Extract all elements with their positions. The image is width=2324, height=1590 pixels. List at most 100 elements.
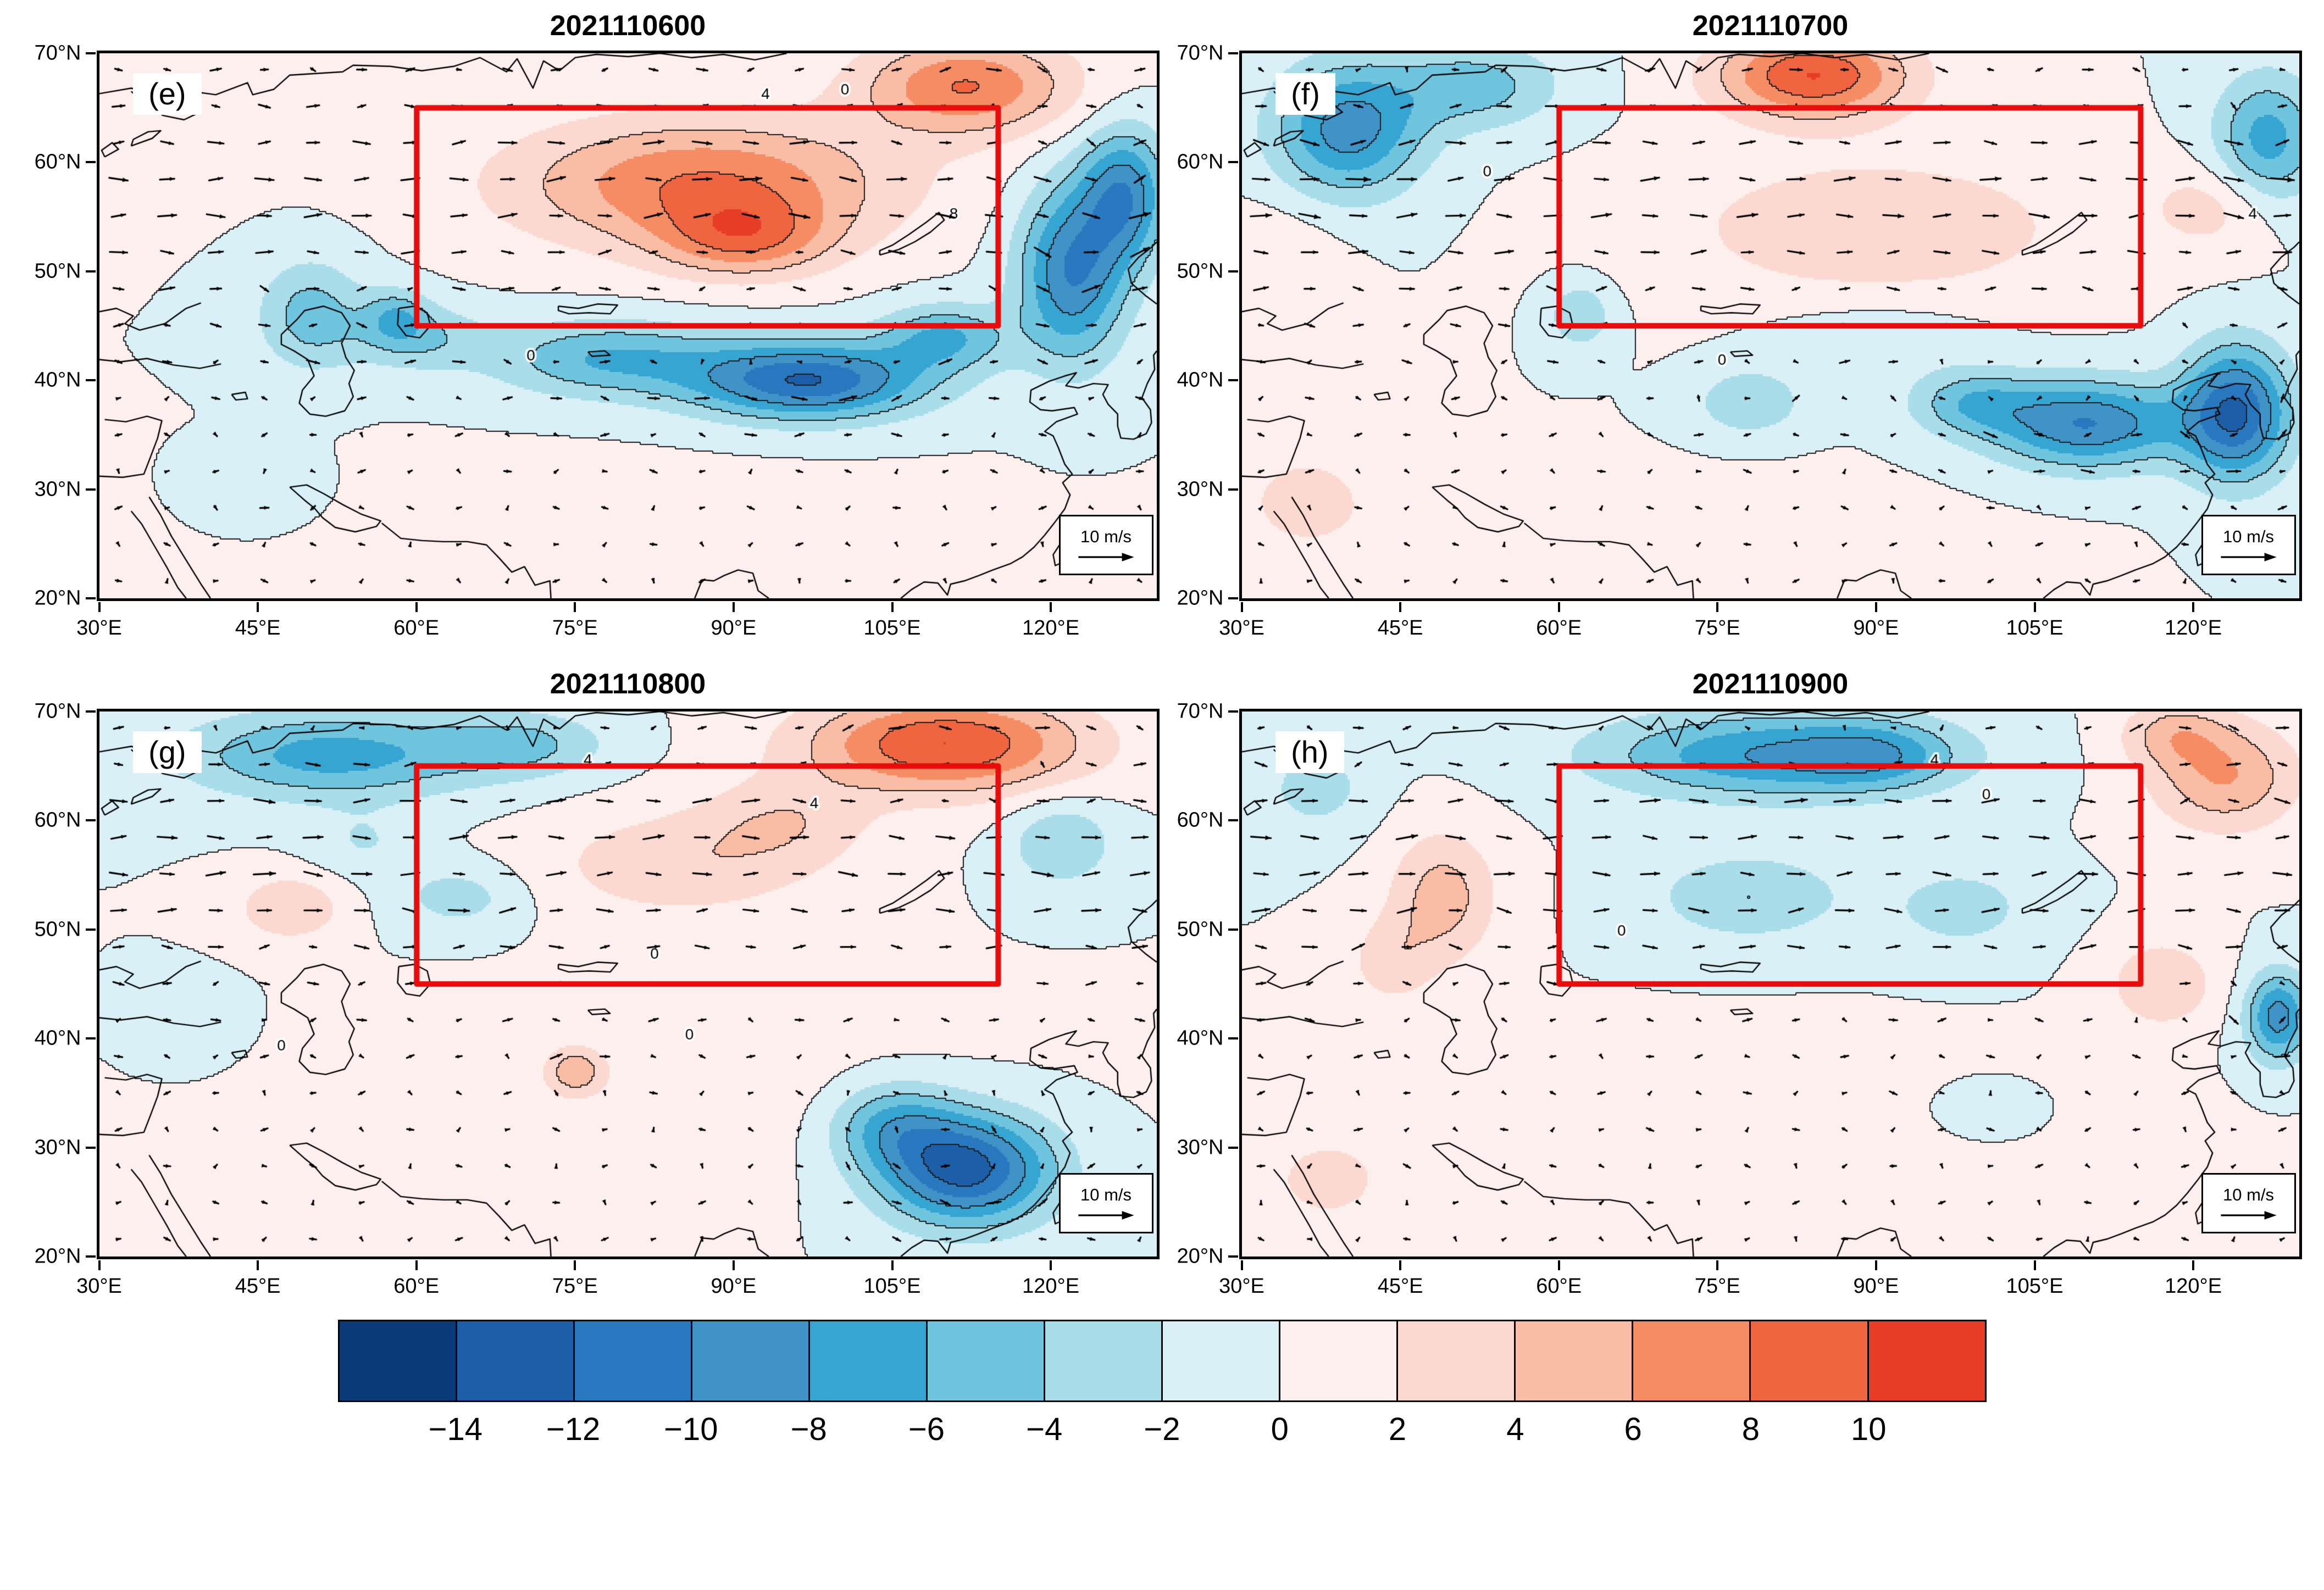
y-tick-mark <box>85 52 96 54</box>
y-tick-label: 20°N <box>34 586 81 610</box>
colorbar-tick-label: 8 <box>1741 1411 1760 1447</box>
x-tick-label: 60°E <box>393 1275 440 1298</box>
y-tick-mark <box>1228 52 1238 54</box>
x-tick-mark <box>574 602 576 612</box>
x-tick-mark <box>98 602 101 612</box>
map-area: (f) 10 m/s 30°E 45°E 60°E 75°E 90°E 105°E 120°… <box>1177 42 2302 640</box>
x-tick-mark <box>415 602 418 612</box>
map-canvas <box>1241 711 2299 1257</box>
x-tick-label: 45°E <box>235 616 281 640</box>
x-tick-mark <box>891 602 894 612</box>
x-tick-label: 120°E <box>1022 616 1080 640</box>
colorbar-cell <box>1398 1321 1516 1400</box>
y-tick-label: 20°N <box>1177 586 1224 610</box>
colorbar-tick-label: −10 <box>664 1411 718 1447</box>
y-tick-label: 70°N <box>34 41 81 65</box>
x-tick-mark <box>1874 602 1877 612</box>
x-tick-mark <box>574 1260 576 1270</box>
map-area: (g) 10 m/s 30°E 45°E 60°E 75°E 90°E 105°E 120°… <box>35 700 1160 1298</box>
reference-vector-box: 10 m/s <box>1058 1173 1153 1233</box>
reference-vector-label: 10 m/s <box>1080 1185 1132 1204</box>
y-tick-mark <box>85 819 96 822</box>
map-canvas <box>99 711 1157 1257</box>
colorbar-cell <box>927 1321 1045 1400</box>
x-tick-mark <box>2192 1260 2195 1270</box>
y-tick-label: 40°N <box>1177 1026 1224 1050</box>
panel-letter: (e) <box>133 73 202 115</box>
y-axis: 20°N 30°N 40°N 50°N 60°N 70°N <box>23 700 97 1268</box>
x-tick-label: 45°E <box>1377 1275 1423 1298</box>
panel-letter: (f) <box>1275 73 1335 115</box>
y-tick-label: 30°N <box>34 477 81 501</box>
y-tick-label: 40°N <box>34 1026 81 1050</box>
y-tick-mark <box>85 270 96 273</box>
y-tick-mark <box>85 1255 96 1258</box>
x-tick-label: 45°E <box>235 1275 281 1298</box>
y-tick-mark <box>1228 379 1238 382</box>
x-tick-label: 90°E <box>1853 1275 1899 1298</box>
x-tick-label: 105°E <box>2006 616 2064 640</box>
y-tick-label: 60°N <box>1177 808 1224 832</box>
x-tick-label: 105°E <box>2006 1275 2064 1298</box>
y-tick-label: 50°N <box>34 259 81 283</box>
colorbar-labels: −14 −12 −10 −8 −6 −4 −2 0 2 4 6 8 10 <box>338 1402 1987 1452</box>
colorbar-cell <box>1280 1321 1399 1400</box>
colorbar-cell <box>574 1321 692 1400</box>
y-tick-mark <box>1228 1255 1238 1258</box>
x-tick-label: 30°E <box>1219 1275 1264 1298</box>
x-tick-mark <box>732 602 735 612</box>
x-tick-mark <box>891 1260 894 1270</box>
x-tick-label: 30°E <box>76 1275 122 1298</box>
map-canvas <box>99 53 1157 598</box>
x-tick-mark <box>257 1260 259 1270</box>
y-tick-mark <box>85 488 96 491</box>
y-tick-mark <box>85 597 96 599</box>
y-tick-label: 30°N <box>34 1136 81 1159</box>
y-tick-mark <box>85 1146 96 1149</box>
x-tick-label: 105°E <box>863 1275 921 1298</box>
x-tick-mark <box>2033 602 2036 612</box>
x-axis: 30°E 45°E 60°E 75°E 90°E 105°E 120°E <box>76 601 1157 653</box>
y-tick-mark <box>1228 1037 1238 1040</box>
y-tick-label: 70°N <box>1177 41 1224 65</box>
colorbar-tick-label: 6 <box>1624 1411 1642 1447</box>
reference-vector-arrow <box>2220 1211 2277 1220</box>
y-tick-label: 50°N <box>34 918 81 941</box>
colorbar-cell <box>1751 1321 1869 1400</box>
panel-title: 2021110600 <box>550 10 706 42</box>
colorbar-tick-label: 10 <box>1850 1411 1887 1447</box>
x-axis: 30°E 45°E 60°E 75°E 90°E 105°E 120°E <box>1219 1259 2299 1311</box>
panel-grid: 2021110600 (e) 10 m/s 30°E 45°E 60°E 75°E 90… <box>0 9 2324 1298</box>
x-tick-label: 75°E <box>552 1275 598 1298</box>
map-area: (e) 10 m/s 30°E 45°E 60°E 75°E 90°E 105°E 120°… <box>35 42 1160 640</box>
x-tick-label: 105°E <box>863 616 921 640</box>
map-area: (h) 10 m/s 30°E 45°E 60°E 75°E 90°E 105°E 120°… <box>1177 700 2302 1298</box>
x-tick-label: 60°E <box>1536 1275 1582 1298</box>
reference-vector-label: 10 m/s <box>1080 527 1132 546</box>
x-axis: 30°E 45°E 60°E 75°E 90°E 105°E 120°E <box>1219 601 2299 653</box>
y-tick-label: 60°N <box>34 808 81 832</box>
x-tick-label: 90°E <box>711 1275 757 1298</box>
x-tick-mark <box>415 1260 418 1270</box>
x-tick-mark <box>1716 602 1719 612</box>
x-tick-mark <box>98 1260 101 1270</box>
x-tick-label: 30°E <box>76 616 122 640</box>
reference-vector-label: 10 m/s <box>2222 527 2275 546</box>
y-tick-label: 20°N <box>1177 1244 1224 1268</box>
panel-title: 2021110900 <box>1692 668 1849 700</box>
y-tick-mark <box>85 710 96 713</box>
y-tick-label: 40°N <box>34 368 81 392</box>
colorbar-cell <box>809 1321 928 1400</box>
y-tick-label: 60°N <box>34 150 81 174</box>
x-tick-label: 120°E <box>1022 1275 1080 1298</box>
x-tick-mark <box>1399 602 1402 612</box>
y-tick-label: 50°N <box>1177 259 1224 283</box>
colorbar-tick-label: −12 <box>546 1411 601 1447</box>
y-tick-label: 20°N <box>34 1244 81 1268</box>
y-tick-mark <box>85 161 96 164</box>
reference-vector-arrow <box>2220 553 2277 561</box>
panel-title: 2021110700 <box>1692 10 1849 42</box>
panel-f: 2021110700 (f) 10 m/s 30°E 45°E 60°E 75°E 90… <box>1165 9 2302 640</box>
colorbar: −14 −12 −10 −8 −6 −4 −2 0 2 4 6 8 10 <box>0 1320 2324 1452</box>
x-tick-mark <box>1050 602 1052 612</box>
